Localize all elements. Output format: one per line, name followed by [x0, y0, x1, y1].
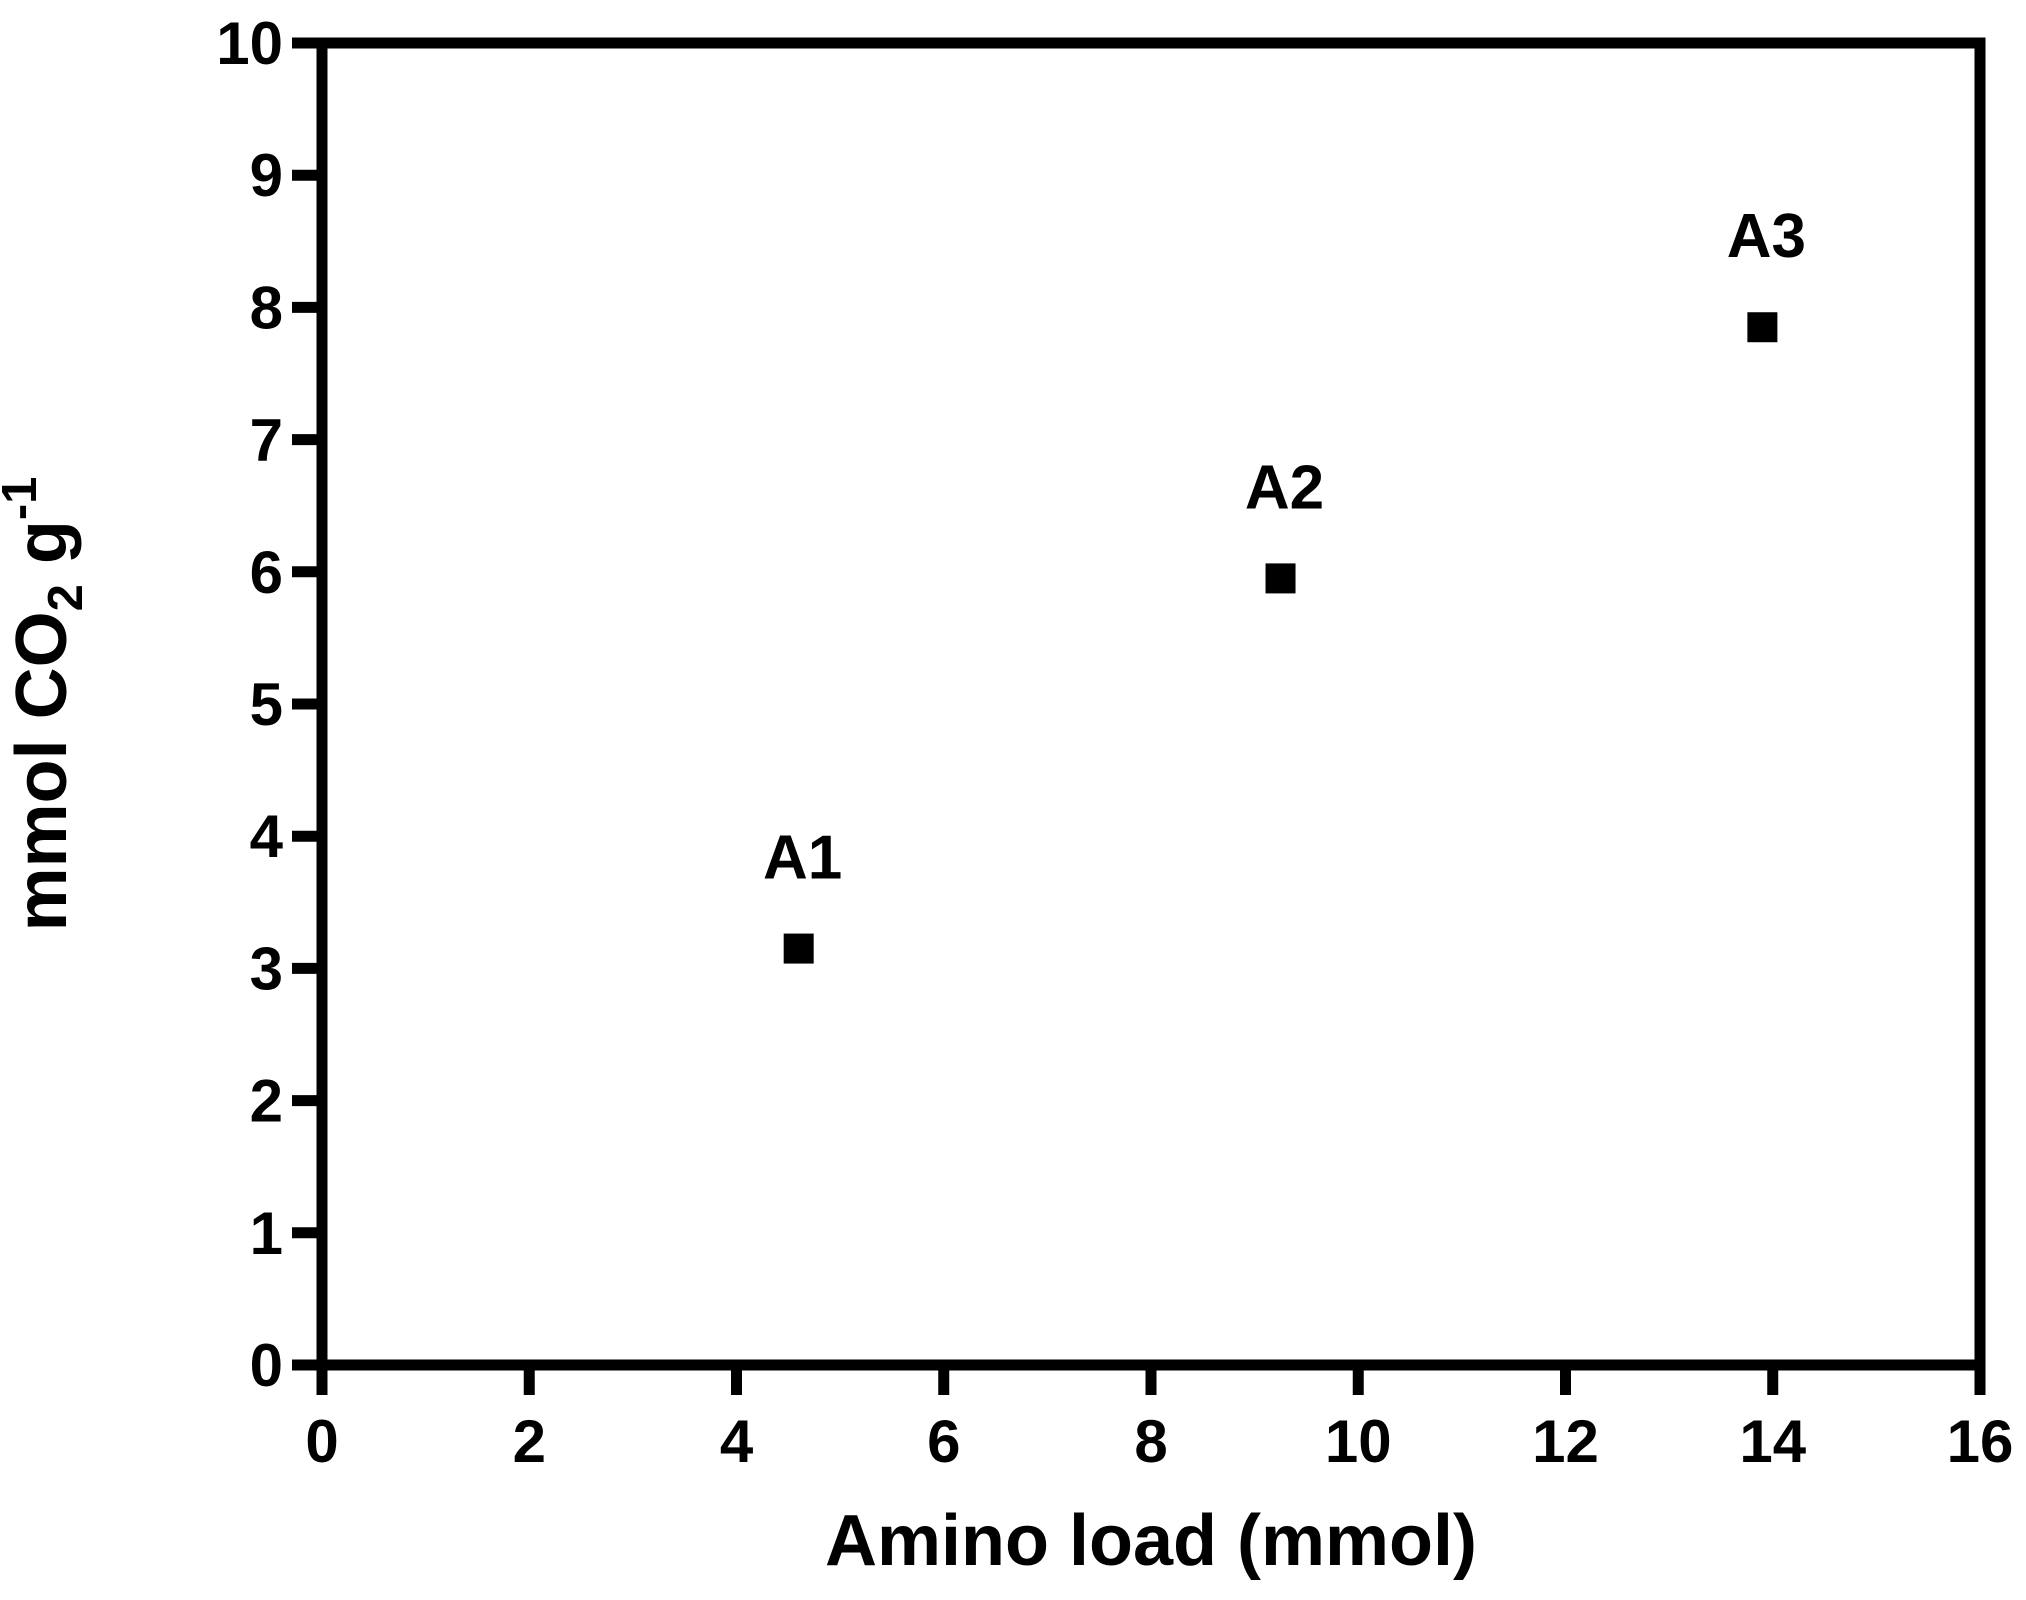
x-axis-tick-label: 12: [1532, 1408, 1599, 1475]
y-axis-tick-label: 2: [250, 1068, 283, 1135]
data-point-marker: [1747, 312, 1778, 343]
y-axis-title: mmol CO2 g-1: [0, 477, 93, 932]
y-axis-tick-label: 9: [250, 142, 283, 209]
y-axis-tick-label: 3: [250, 935, 283, 1002]
x-axis-tick-label: 14: [1739, 1408, 1806, 1475]
data-point-marker: [1265, 563, 1296, 594]
y-axis-tick-label: 7: [250, 407, 283, 474]
x-axis-title: Amino load (mmol): [825, 1501, 1477, 1581]
x-axis-tick-label: 2: [513, 1408, 546, 1475]
y-axis-tick-label: 5: [250, 671, 283, 738]
y-axis-tick-label: 6: [250, 539, 283, 606]
data-point-label: A2: [1245, 453, 1324, 522]
data-point-label: A3: [1727, 202, 1806, 271]
x-axis-tick-label: 16: [1947, 1408, 2014, 1475]
y-axis-tick-label: 10: [216, 10, 283, 77]
y-axis-tick-label: 8: [250, 274, 283, 341]
x-axis-tick-label: 4: [720, 1408, 754, 1475]
y-axis-tick-label: 1: [250, 1200, 283, 1267]
x-axis-tick-label: 6: [927, 1408, 960, 1475]
y-axis-tick-label: 0: [250, 1332, 283, 1399]
x-axis-tick-label: 8: [1134, 1408, 1167, 1475]
x-axis-tick-label: 10: [1325, 1408, 1392, 1475]
data-point-label: A1: [763, 824, 842, 893]
data-point-marker: [783, 933, 814, 964]
y-axis-tick-label: 4: [250, 803, 284, 870]
x-axis-tick-label: 0: [305, 1408, 338, 1475]
